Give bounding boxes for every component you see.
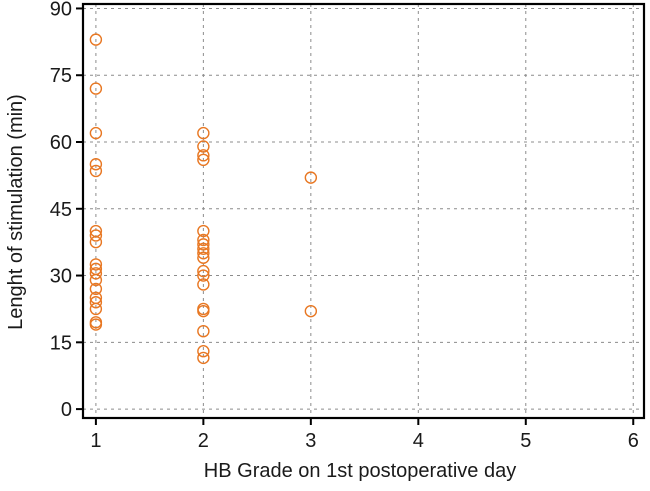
data-point	[89, 235, 103, 249]
data-point	[197, 304, 210, 318]
y-tick-label: 15	[50, 332, 72, 354]
x-tick-label: 2	[198, 430, 209, 452]
data-point	[89, 126, 103, 140]
y-tick-label: 75	[50, 65, 72, 87]
data-point	[197, 251, 210, 264]
data-point	[304, 171, 318, 184]
x-tick-label: 6	[628, 430, 639, 452]
data-point	[197, 153, 210, 167]
plot-frame	[81, 2, 646, 420]
data-point	[197, 149, 210, 162]
y-axis-title: Lenght of stimulation (min)	[5, 94, 27, 330]
y-tick-label: 90	[50, 0, 72, 20]
y-tick-label: 0	[61, 399, 72, 421]
data-point	[197, 233, 210, 247]
data-point	[197, 324, 210, 338]
data-point	[197, 269, 210, 282]
x-axis-title: HB Grade on 1st postoperative day	[204, 460, 516, 482]
data-point	[89, 273, 103, 287]
data-point	[197, 242, 210, 256]
data-point	[89, 158, 103, 171]
data-point	[89, 296, 103, 309]
data-point	[197, 238, 210, 251]
y-tick-label: 45	[50, 199, 72, 221]
data-point	[304, 304, 318, 318]
data-point	[89, 229, 103, 242]
axis-ticks	[76, 7, 635, 425]
data-point	[197, 345, 210, 358]
x-tick-label: 5	[520, 430, 531, 452]
data-point	[89, 258, 103, 271]
x-tick-label: 4	[413, 430, 424, 452]
data-point	[197, 224, 210, 238]
data-point	[197, 140, 210, 153]
data-point	[197, 247, 210, 260]
data-point	[197, 126, 210, 140]
data-points	[89, 33, 318, 365]
grid	[83, 4, 644, 418]
y-tick-label: 30	[50, 266, 72, 288]
data-point	[89, 318, 103, 331]
x-tick-label: 1	[90, 430, 101, 452]
data-point	[197, 351, 210, 365]
y-tick-label: 60	[50, 132, 72, 154]
data-point	[197, 264, 210, 278]
data-point	[89, 282, 103, 296]
data-point	[197, 278, 210, 291]
data-point	[89, 164, 103, 178]
data-point	[89, 82, 103, 95]
data-point	[89, 33, 103, 46]
data-point	[89, 302, 103, 316]
x-tick-label: 3	[305, 430, 316, 452]
data-point	[89, 267, 103, 280]
